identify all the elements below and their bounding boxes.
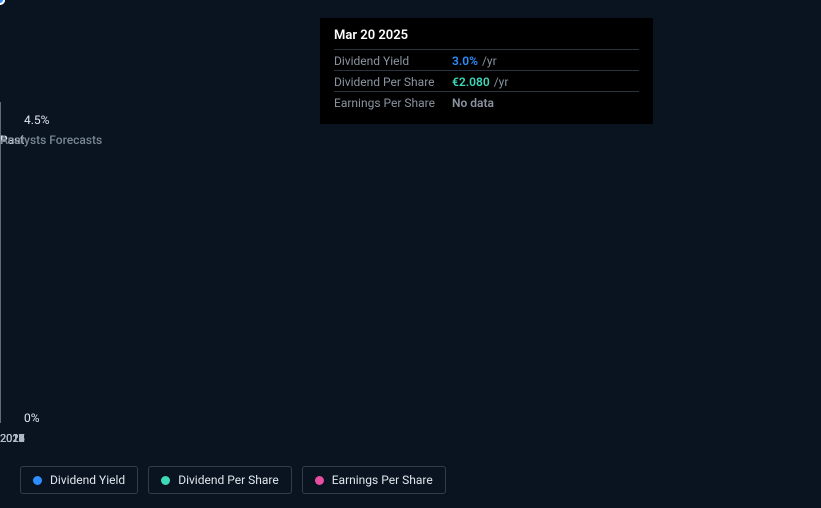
tooltip-row: Earnings Per ShareNo data	[334, 91, 639, 112]
tooltip-row-unit: /yr	[494, 75, 509, 89]
tooltip-row-label: Dividend Per Share	[334, 75, 452, 89]
tooltip-row: Dividend Per Share€2.080/yr	[334, 70, 639, 91]
legend-item-earnings-per-share[interactable]: Earnings Per Share	[302, 466, 446, 494]
chart-container: Mar 20 2025 Dividend Yield3.0%/yrDividen…	[0, 0, 821, 508]
legend-item-dividend-yield[interactable]: Dividend Yield	[20, 466, 138, 494]
tooltip-row-unit: /yr	[482, 54, 497, 68]
legend-label: Dividend Per Share	[178, 473, 279, 487]
tooltip: Mar 20 2025 Dividend Yield3.0%/yrDividen…	[320, 18, 653, 124]
legend-dot-icon	[161, 476, 170, 485]
legend-label: Earnings Per Share	[332, 473, 433, 487]
tooltip-row: Dividend Yield3.0% /yr	[334, 49, 639, 70]
legend-item-dividend-per-share[interactable]: Dividend Per Share	[148, 466, 292, 494]
tooltip-row-label: Dividend Yield	[334, 54, 452, 68]
forecast-label: Analysts Forecasts	[0, 133, 102, 147]
tooltip-row-value: 3.0%	[452, 54, 478, 68]
legend-dot-icon	[33, 476, 42, 485]
x-axis-label: 2027	[0, 432, 25, 445]
legend-label: Dividend Yield	[50, 473, 125, 487]
legend: Dividend Yield Dividend Per Share Earnings…	[20, 466, 446, 494]
tooltip-date: Mar 20 2025	[334, 28, 639, 49]
plot-area[interactable]	[20, 125, 806, 423]
tooltip-row-value: No data	[452, 96, 494, 110]
tooltip-row-label: Earnings Per Share	[334, 96, 452, 110]
tooltip-row-value: €2.080	[452, 75, 490, 89]
series-marker	[0, 0, 5, 5]
legend-dot-icon	[315, 476, 324, 485]
chart-svg	[20, 125, 806, 423]
cursor-line	[0, 102, 1, 423]
